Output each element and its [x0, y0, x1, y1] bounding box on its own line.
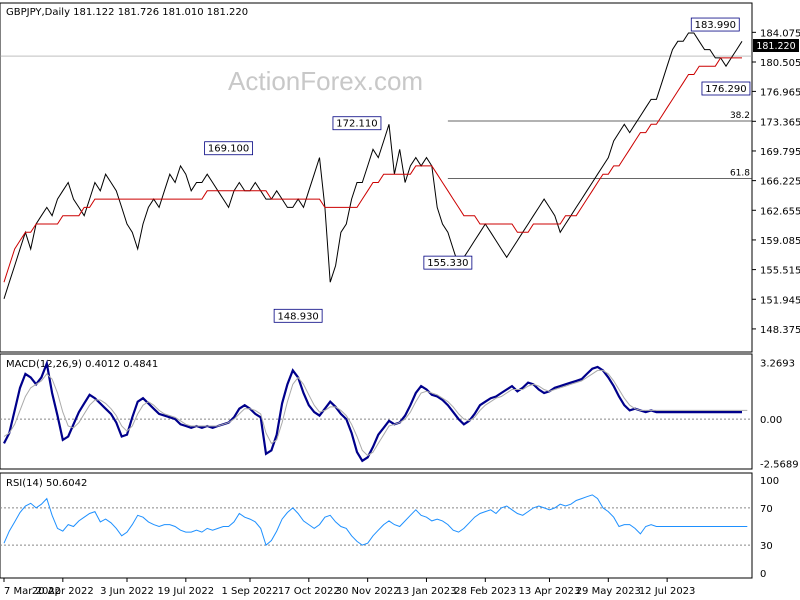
macd-y-axis: 3.2693 0.00 -2.5689	[760, 358, 799, 470]
x-tick-label: 7 Mar 2022	[4, 586, 61, 597]
price-y-tick-label: 151.945	[760, 295, 800, 306]
price-y-axis: 184.075 180.505 176.965 173.365 169.795 166.2…	[752, 28, 800, 336]
fib-level-label: 61.8	[730, 168, 750, 178]
x-tick-label: 19 Jul 2022	[158, 586, 215, 597]
rsi-y-tick-label: 0	[760, 569, 766, 580]
price-y-tick-label: 148.375	[760, 325, 800, 336]
macd-panel-border	[0, 353, 753, 470]
x-tick-label: 17 Oct 2022	[278, 586, 340, 597]
price-annotation: 155.330	[423, 255, 473, 270]
price-y-tick-label: 169.795	[760, 147, 800, 158]
price-annotation: 172.110	[332, 116, 382, 131]
rsi-panel-border	[0, 472, 753, 579]
x-tick-label: 30 Nov 2022	[336, 586, 400, 597]
rsi-line	[3, 494, 748, 546]
price-chart-title: GBPJPY,Daily 181.122 181.726 181.010 181…	[6, 7, 248, 18]
price-annotation: 176.290	[701, 81, 751, 96]
price-annotation-label: 172.110	[336, 119, 377, 130]
price-y-tick-label: 155.515	[760, 266, 800, 277]
price-annotation-label: 148.930	[277, 311, 318, 322]
macd-title: MACD(12,26,9) 0.4012 0.4841	[6, 359, 158, 370]
price-annotation: 183.990	[690, 17, 740, 32]
price-annotation-label: 155.330	[427, 258, 468, 269]
x-tick-label: 29 May 2023	[576, 586, 641, 597]
macd-signal-line	[3, 369, 748, 457]
price-series-line	[3, 32, 743, 299]
price-y-tick-label: 159.085	[760, 236, 800, 247]
price-y-tick-label: 184.075	[760, 28, 800, 39]
x-tick-label: 28 Feb 2023	[454, 586, 516, 597]
rsi-level-lines	[0, 507, 752, 546]
price-y-tick-label: 166.225	[760, 177, 800, 188]
price-y-tick-label: 176.965	[760, 87, 800, 98]
rsi-y-tick-label: 100	[760, 476, 779, 487]
macd-y-tick-label: 0.00	[760, 415, 782, 426]
macd-line	[3, 359, 742, 463]
price-panel-border	[0, 2, 753, 353]
price-annotation: 169.100	[204, 141, 254, 156]
rsi-title: RSI(14) 50.6042	[6, 478, 87, 489]
x-tick-label: 13 Apr 2023	[519, 586, 581, 597]
macd-y-tick-label: 3.2693	[760, 358, 795, 369]
rsi-y-tick-label: 30	[760, 541, 773, 552]
x-tick-label: 13 Jan 2023	[397, 586, 457, 597]
macd-series-group	[3, 359, 748, 463]
macd-y-tick-label: -2.5689	[760, 460, 799, 471]
rsi-y-tick-label: 70	[760, 504, 773, 515]
x-tick-label: 1 Sep 2022	[221, 586, 278, 597]
x-tick-label: 3 Jun 2022	[100, 586, 154, 597]
price-annotation: 148.930	[273, 308, 323, 323]
moving-average-line	[3, 57, 742, 283]
x-tick-label: 20 Apr 2022	[32, 586, 94, 597]
rsi-y-axis: 100 70 30 0	[760, 476, 779, 580]
price-annotation-label: 169.100	[208, 144, 249, 155]
price-y-tick-label: 162.655	[760, 206, 800, 217]
current-price-label: 181.220	[756, 41, 795, 52]
price-annotation-label: 176.290	[705, 84, 746, 95]
price-y-tick-label: 173.365	[760, 117, 800, 128]
price-annotations-group: 183.990 172.110 169.100 155.330 148.930 176.2…	[204, 17, 751, 323]
price-series-group	[3, 32, 743, 299]
rsi-series-group	[3, 494, 748, 546]
fib-level-label: 38.2	[730, 111, 750, 121]
price-annotation-label: 183.990	[695, 20, 736, 31]
x-tick-label: 12 Jul 2023	[639, 586, 696, 597]
price-y-tick-label: 180.505	[760, 58, 800, 69]
watermark: ActionForex.com	[228, 66, 423, 96]
current-price-tag: 181.220	[753, 39, 799, 52]
